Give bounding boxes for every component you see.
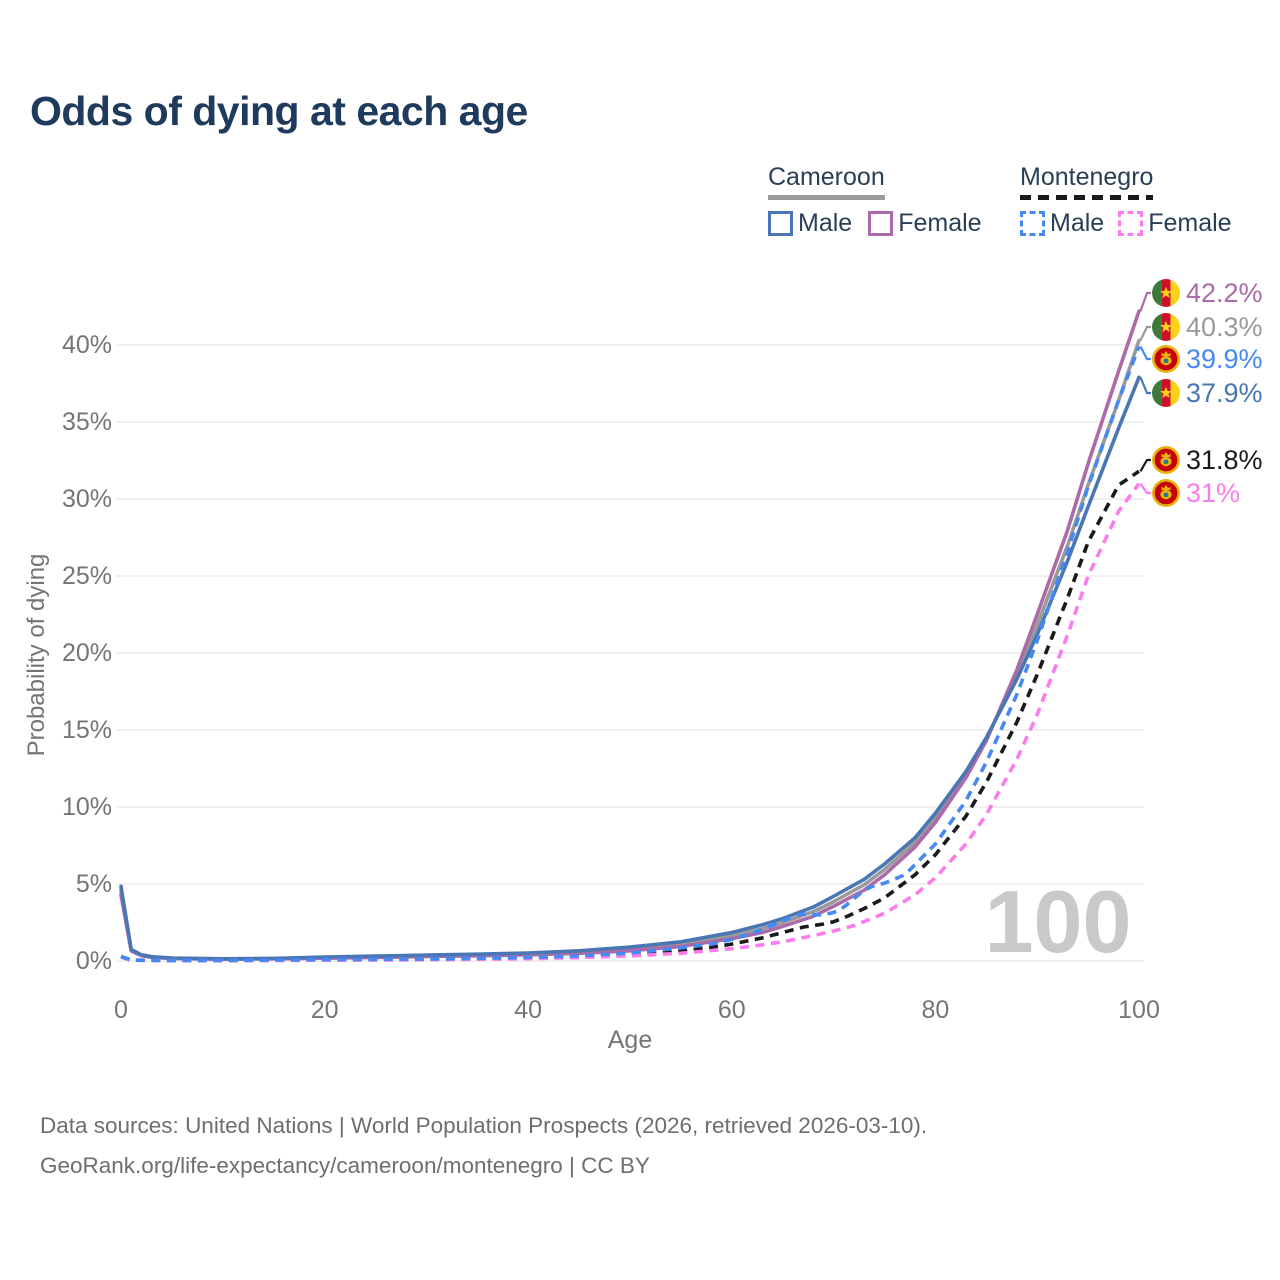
label-leader-line <box>1139 458 1151 472</box>
cameroon-flag-icon <box>1152 313 1180 341</box>
star-shape <box>1160 286 1172 299</box>
series-line-montenegro-female[interactable] <box>120 482 1141 963</box>
crown-shape <box>1161 351 1171 356</box>
cameroon-flag-icon <box>1152 379 1180 407</box>
legend-group-title-cameroon: Cameroon <box>768 163 885 191</box>
legend-group-cameroon: Cameroon Male Female <box>768 163 982 238</box>
legend-item-cameroon-female[interactable]: Female <box>868 209 982 238</box>
end-value-label-montenegro-male: 39.9% <box>1186 344 1263 374</box>
legend-item-montenegro-female[interactable]: Female <box>1118 209 1232 238</box>
legend-group-montenegro: Montenegro Male Female <box>1020 163 1232 238</box>
cameroon-linestyle-swatch <box>768 195 885 200</box>
y-tick-label: 5% <box>76 870 112 898</box>
x-tick-label: 0 <box>114 996 128 1024</box>
y-tick-label: 15% <box>62 716 112 744</box>
x-tick-label: 60 <box>718 996 746 1024</box>
y-tick-label: 35% <box>62 408 112 436</box>
y-tick-label: 20% <box>62 639 112 667</box>
cameroon-flag-icon <box>1152 279 1180 307</box>
cameroon-female-swatch-icon <box>868 211 894 236</box>
legend-item-label: Female <box>1148 209 1232 237</box>
page-title: Odds of dying at each age <box>30 88 528 134</box>
y-axis-title: Probability of dying <box>23 554 50 757</box>
legend-group-title-montenegro: Montenegro <box>1020 163 1154 191</box>
y-tick-label: 30% <box>62 485 112 513</box>
crown-shape <box>1161 485 1171 490</box>
star-shape <box>1160 386 1172 399</box>
x-tick-label: 80 <box>921 996 949 1024</box>
end-value-label-cameroon-male: 37.9% <box>1186 378 1263 408</box>
montenegro-linestyle-swatch <box>1020 195 1154 200</box>
y-tick-label: 10% <box>62 793 112 821</box>
montenegro-male-swatch-icon <box>1020 211 1045 236</box>
label-leader-line <box>1139 376 1151 395</box>
y-tick-label: 40% <box>62 331 112 359</box>
montenegro-flag-icon <box>1152 479 1180 507</box>
series-line-montenegro-male[interactable] <box>120 345 1141 963</box>
age-watermark: 100 <box>985 872 1132 971</box>
end-value-label-cameroon-female: 42.2% <box>1186 278 1263 308</box>
end-value-label-cameroon-both: 40.3% <box>1186 312 1263 342</box>
end-value-label-montenegro-female: 31% <box>1186 478 1240 508</box>
series-line-cameroon-female[interactable] <box>119 309 1141 962</box>
y-tick-label: 25% <box>62 562 112 590</box>
attribution-text: GeoRank.org/life-expectancy/cameroon/mon… <box>40 1153 650 1178</box>
label-leader-line <box>1139 346 1151 361</box>
y-tick-label: 0% <box>76 947 112 975</box>
montenegro-flag-icon <box>1152 345 1180 373</box>
series-line-cameroon-both[interactable] <box>119 338 1141 961</box>
x-tick-label: 40 <box>514 996 542 1024</box>
cameroon-male-swatch-icon <box>768 211 793 236</box>
legend-item-label: Female <box>898 209 982 237</box>
x-axis-title: Age <box>608 1026 652 1054</box>
data-source-text: Data sources: United Nations | World Pop… <box>40 1113 928 1138</box>
footer: Data sources: United Nations | World Pop… <box>40 1106 927 1186</box>
star-shape <box>1160 320 1172 333</box>
legend-item-cameroon-male[interactable]: Male <box>768 209 852 238</box>
label-leader-line <box>1139 325 1151 341</box>
legend-item-label: Male <box>798 209 853 237</box>
crown-shape <box>1161 452 1171 457</box>
legend-item-montenegro-male[interactable]: Male <box>1020 209 1104 238</box>
end-value-label-montenegro-both: 31.8% <box>1186 445 1263 475</box>
montenegro-flag-icon <box>1152 446 1180 474</box>
label-leader-line <box>1139 291 1151 312</box>
x-tick-label: 20 <box>311 996 339 1024</box>
series-line-montenegro-both[interactable] <box>120 469 1141 963</box>
montenegro-female-swatch-icon <box>1118 211 1144 236</box>
label-leader-line <box>1139 482 1151 495</box>
x-tick-label: 100 <box>1118 996 1160 1024</box>
legend-item-label: Male <box>1050 209 1105 237</box>
